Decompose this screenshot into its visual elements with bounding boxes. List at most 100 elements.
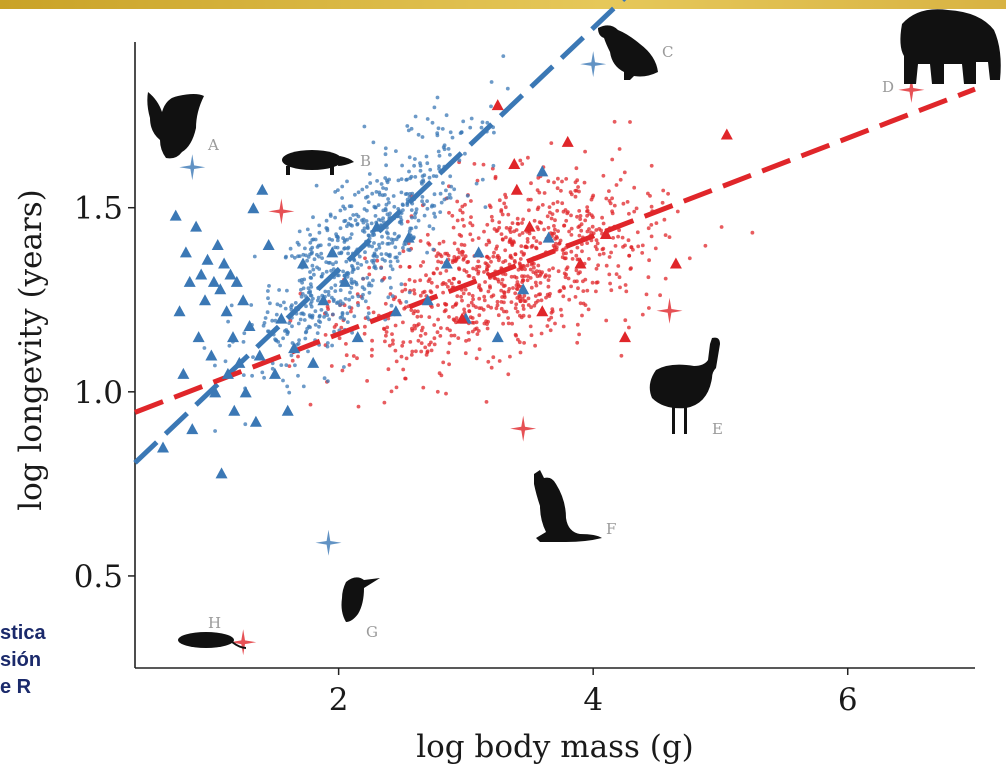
scatter-point	[509, 239, 513, 244]
scatter-point	[333, 289, 338, 293]
triangle-marker	[192, 331, 205, 343]
triangle-marker	[720, 128, 733, 140]
scatter-point	[308, 282, 313, 286]
highlighted-markers-layer	[157, 51, 925, 656]
scatter-point	[320, 272, 325, 276]
scatter-point	[623, 318, 628, 323]
scatter-point	[545, 324, 550, 328]
scatter-point	[648, 194, 652, 198]
scatter-point	[322, 315, 326, 319]
scatter-point	[479, 288, 483, 293]
x-tick-label: 6	[838, 682, 858, 718]
scatter-point	[519, 244, 524, 249]
scatter-point	[561, 324, 566, 329]
scatter-point	[425, 199, 429, 204]
scatter-point	[381, 216, 385, 221]
scatter-point	[311, 215, 315, 220]
scatter-point	[309, 251, 314, 256]
scatter-point	[377, 242, 381, 247]
scatter-point	[502, 201, 507, 206]
scatter-point	[540, 203, 545, 207]
scatter-point	[424, 273, 428, 278]
scatter-point	[569, 284, 573, 289]
scatter-point	[432, 211, 436, 216]
scatter-point	[330, 343, 334, 348]
scatter-point	[360, 228, 365, 233]
scatter-point	[457, 158, 462, 163]
scatter-point	[320, 256, 324, 260]
scatter-point	[629, 266, 633, 270]
scatter-point	[323, 289, 328, 294]
scatter-point	[445, 326, 450, 331]
scatter-point	[281, 378, 285, 383]
scatter-point	[499, 281, 504, 286]
scatter-point	[520, 231, 525, 235]
scatter-point	[481, 162, 486, 167]
scatter-point	[441, 290, 445, 295]
scatter-point	[489, 259, 493, 264]
scatter-point	[520, 221, 524, 225]
scatter-point	[559, 307, 563, 312]
scatter-point	[342, 365, 346, 369]
scatter-point	[379, 252, 384, 256]
scatter-point	[463, 287, 468, 292]
scatter-point	[393, 348, 398, 353]
scatter-point	[484, 400, 489, 404]
scatter-point	[514, 275, 519, 280]
triangle-marker	[307, 356, 320, 368]
scatter-point	[613, 244, 618, 248]
scatter-point	[468, 221, 473, 225]
scatter-point	[529, 197, 533, 202]
scatter-point	[470, 293, 475, 298]
scatter-point	[510, 321, 514, 326]
triangle-marker	[183, 275, 196, 287]
scatter-point	[435, 330, 440, 335]
scatter-point	[348, 290, 352, 295]
scatter-point	[408, 192, 412, 196]
scatter-point	[399, 219, 403, 224]
scatter-point	[383, 193, 387, 197]
scatter-point	[590, 195, 595, 200]
scatter-point	[345, 224, 349, 229]
scatter-point	[310, 263, 315, 268]
scatter-point	[391, 194, 396, 198]
scatter-point	[461, 291, 466, 296]
triangle-marker	[239, 386, 252, 398]
scatter-point	[491, 163, 496, 168]
scatter-point	[511, 286, 515, 290]
scatter-point	[326, 293, 331, 297]
scatter-point	[370, 233, 375, 238]
scatter-point	[576, 185, 580, 189]
scatter-point	[570, 257, 575, 261]
scatter-point	[513, 252, 518, 257]
scatter-point	[611, 236, 615, 240]
scatter-point	[402, 242, 407, 247]
scatter-point	[458, 208, 463, 213]
scatter-point	[474, 181, 479, 186]
scatter-point	[342, 246, 346, 251]
scatter-point	[448, 328, 452, 333]
scatter-point	[263, 316, 268, 320]
scatter-point	[298, 317, 303, 322]
scatter-point	[354, 212, 359, 217]
scatter-point	[429, 348, 434, 353]
scatter-point	[338, 288, 343, 293]
scatter-point	[556, 176, 560, 181]
scatter-point	[629, 245, 634, 250]
scatter-point	[501, 321, 505, 326]
scatter-point	[509, 274, 514, 279]
triangle-marker	[599, 227, 612, 239]
scatter-point	[411, 311, 416, 316]
ticks-layer: 2 4 6 0.5 1.0 1.5	[74, 191, 858, 718]
scatter-point	[466, 259, 471, 264]
scatter-point	[550, 307, 555, 311]
scatter-point	[649, 204, 654, 209]
scatter-point	[471, 297, 475, 302]
scatter-point	[533, 343, 537, 348]
triangle-marker	[247, 202, 260, 214]
scatter-point	[388, 211, 392, 216]
scatter-point	[546, 278, 551, 282]
annotation-label: C	[662, 43, 673, 61]
scatter-point	[333, 190, 338, 194]
scatter-point	[497, 359, 502, 363]
